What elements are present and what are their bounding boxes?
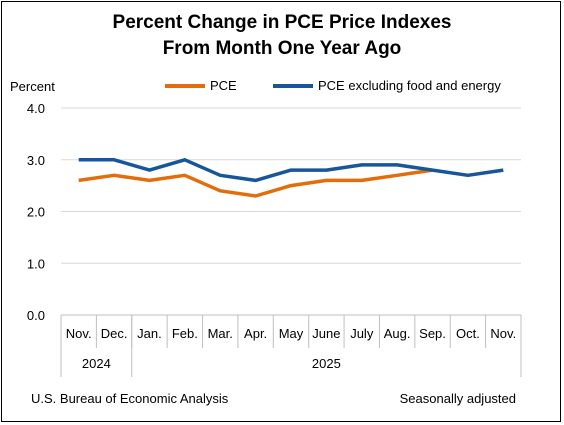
y-axis-label: Percent [10,79,55,94]
y-tick-label: 4.0 [27,101,45,116]
x-tick-label: Mar. [208,326,233,341]
legend-label: PCE [210,78,237,93]
chart-title-line-1: Percent Change in PCE Price Indexes [112,12,452,33]
x-tick-label: June [312,326,340,341]
year-label: 2025 [312,356,341,371]
seasonal-note: Seasonally adjusted [399,391,516,406]
x-tick-label: Nov. [490,326,516,341]
x-tick-label: Jan. [137,326,162,341]
legend-label: PCE excluding food and energy [318,78,501,93]
chart-title: Percent Change in PCE Price Indexes From… [2,10,562,62]
x-tick-label: May [279,326,304,341]
x-tick-label: Feb. [172,326,198,341]
x-tick-label: Nov. [66,326,92,341]
x-tick-label: Dec. [101,326,128,341]
x-tick-label: Apr. [244,326,267,341]
legend: PCE PCE excluding food and energy [165,78,501,93]
chart-title-line-2: From Month One Year Ago [162,38,402,59]
axes: 0.0 1.0 2.0 3.0 4.0 Percent Nov. Dec. Jan. Feb. Ma… [10,79,522,377]
x-tick-label: Aug. [384,326,411,341]
x-tick-label: July [350,326,374,341]
series-lines [78,158,504,198]
y-tick-label: 0.0 [27,308,45,323]
gridlines [61,107,521,264]
x-tick-label: Sep. [419,326,446,341]
y-tick-label: 3.0 [27,153,45,168]
series-line-pce [78,168,433,198]
y-tick-label: 2.0 [27,205,45,220]
year-label: 2024 [82,356,111,371]
source-note: U.S. Bureau of Economic Analysis [31,391,229,406]
y-tick-label: 1.0 [27,256,45,271]
x-tick-label: Oct. [456,326,480,341]
